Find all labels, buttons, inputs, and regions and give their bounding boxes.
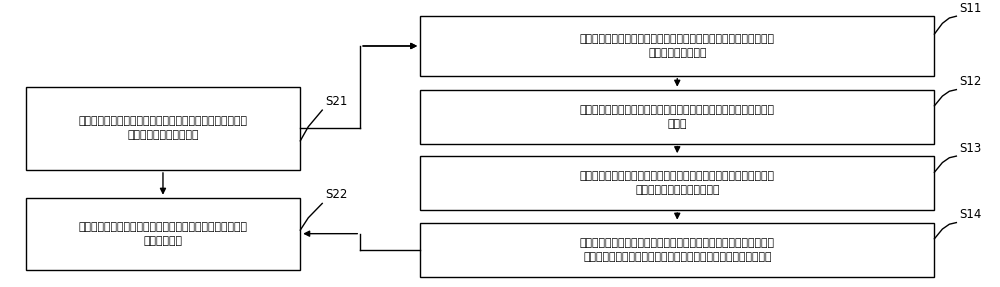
- Text: S22: S22: [325, 188, 348, 201]
- Text: S12: S12: [959, 75, 982, 88]
- Text: 当接收到第一净化设备发送的开启辅热模式的控制指令时，
开启辅热模式: 当接收到第一净化设备发送的开启辅热模式的控制指令时， 开启辅热模式: [78, 222, 247, 246]
- Bar: [26, 87, 300, 170]
- Bar: [420, 16, 934, 76]
- Text: S14: S14: [959, 208, 982, 221]
- Text: S11: S11: [959, 2, 982, 15]
- Text: S13: S13: [959, 142, 982, 155]
- Text: 获取第二净化设备所处区域的空气质量参数，并将空气质量
参数发送至第一净化设备: 获取第二净化设备所处区域的空气质量参数，并将空气质量 参数发送至第一净化设备: [78, 117, 247, 140]
- Bar: [420, 156, 934, 210]
- Text: 获取待选净化设备所处区域的空气质量参数，待选净化设备包括一个
或多个第二净化设备: 获取待选净化设备所处区域的空气质量参数，待选净化设备包括一个 或多个第二净化设备: [580, 34, 775, 58]
- Text: 利用获取到的空气质量参数及用电要求，在待选净化设备中筛选出可
开启辅热模式的第二净化设备: 利用获取到的空气质量参数及用电要求，在待选净化设备中筛选出可 开启辅热模式的第二…: [580, 171, 775, 195]
- Text: 获取第一净化设备和待选净化设备共用的电气保护开关需要满足的用
电要求: 获取第一净化设备和待选净化设备共用的电气保护开关需要满足的用 电要求: [580, 105, 775, 129]
- Bar: [420, 223, 934, 277]
- Bar: [26, 198, 300, 270]
- Bar: [420, 90, 934, 144]
- Text: 在可开启辅热模式的第二净化设备中选取一个或多个第二净化设备，
并向选取的一个或多个第二净化设备发送开启辅热模式的控制指令: 在可开启辅热模式的第二净化设备中选取一个或多个第二净化设备， 并向选取的一个或多…: [580, 238, 775, 261]
- Text: S21: S21: [325, 95, 348, 108]
